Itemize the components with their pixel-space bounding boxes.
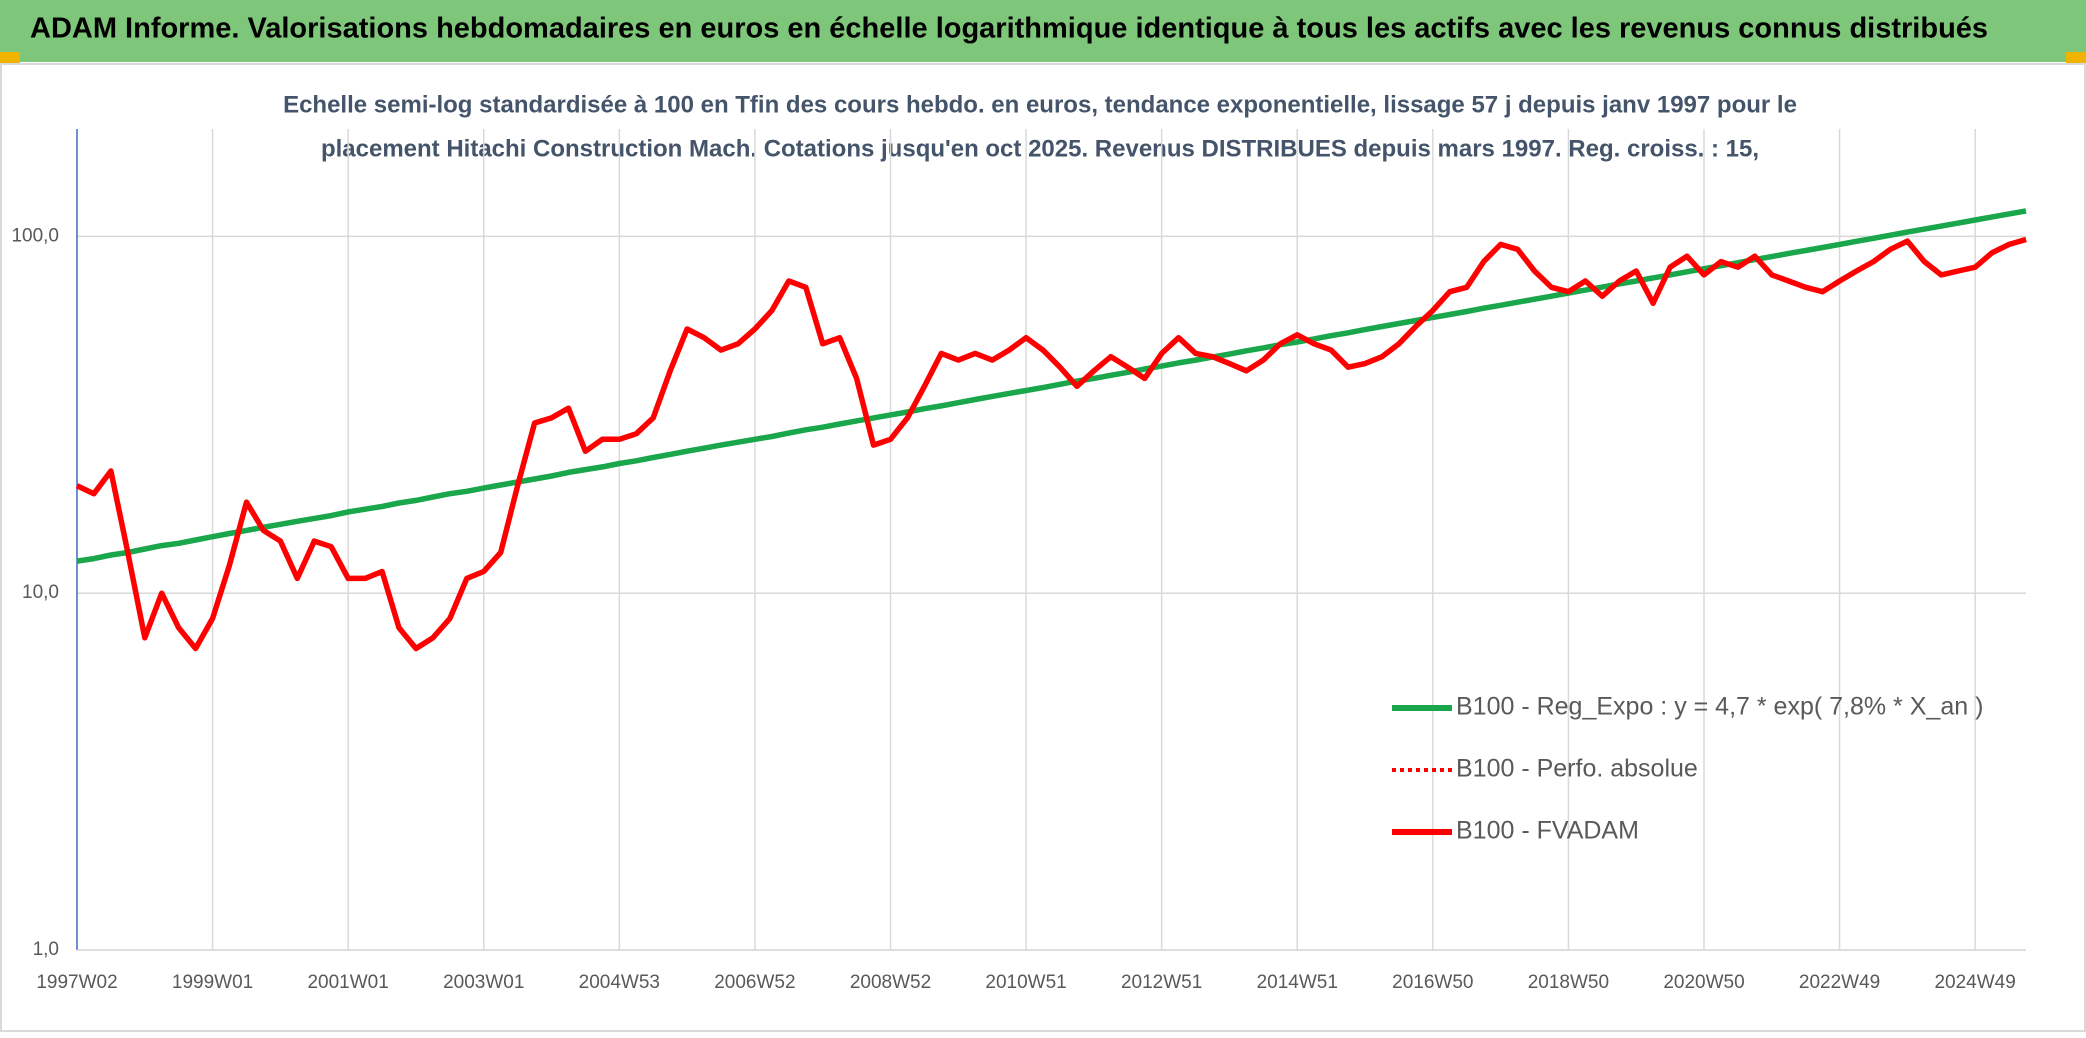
x-tick-label: 2001W01 <box>307 972 388 993</box>
x-tick-label: 2003W01 <box>443 972 524 993</box>
x-tick-label: 2008W52 <box>850 972 931 993</box>
x-tick-label: 2004W53 <box>579 972 660 993</box>
x-tick-label: 1997W02 <box>36 972 117 993</box>
x-tick-label: 2022W49 <box>1799 972 1880 993</box>
x-tick-label: 1999W01 <box>172 972 253 993</box>
series-line <box>76 237 2027 651</box>
frame <box>0 63 2086 1032</box>
x-tick-label: 2014W51 <box>1257 972 1338 993</box>
x-tick-label: 2018W50 <box>1528 972 1609 993</box>
page-title: ADAM Informe. Valorisations hebdomadaire… <box>30 13 1988 45</box>
x-tick-label: 2016W50 <box>1392 972 1473 993</box>
y-tick-label: 10,0 <box>22 582 59 603</box>
legend-label: B100 - Perfo. absolue <box>1456 755 1698 783</box>
chart-subtitle: Echelle semi-log standardisée à 100 en T… <box>283 91 1797 118</box>
series-line <box>75 236 2027 652</box>
corner <box>2066 52 2086 64</box>
x-tick-label: 2012W51 <box>1121 972 1202 993</box>
x-tick-label: 2024W49 <box>1934 972 2015 993</box>
x-tick-label: 2010W51 <box>985 972 1066 993</box>
legend-label: B100 - Reg_Expo : y = 4,7 * exp( 7,8% * … <box>1456 693 1983 721</box>
x-tick-label: 2006W52 <box>714 972 795 993</box>
y-tick-label: 100,0 <box>11 225 59 246</box>
corner <box>0 52 20 64</box>
y-tick-label: 1,0 <box>33 939 59 960</box>
title-bar <box>0 0 2086 62</box>
chart-subtitle: placement Hitachi Construction Mach. Cot… <box>321 135 1759 162</box>
x-tick-label: 2020W50 <box>1663 972 1744 993</box>
legend-label: B100 - FVADAM <box>1456 817 1639 845</box>
